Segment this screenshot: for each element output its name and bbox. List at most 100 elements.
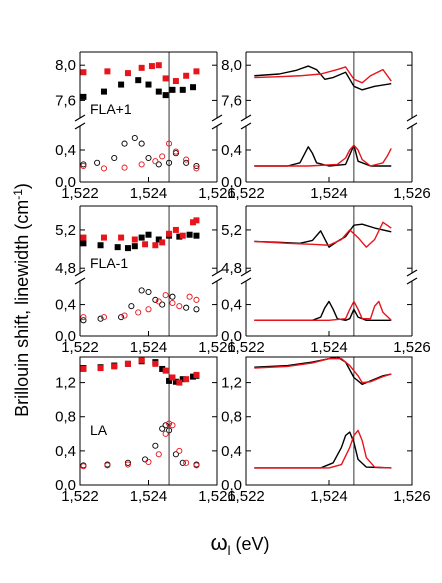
data-point-square: [80, 69, 87, 76]
data-point-square: [138, 234, 145, 241]
data-point-square: [172, 78, 179, 85]
data-point-square: [169, 86, 176, 93]
frame-box: [245, 356, 413, 486]
data-point-circle: [94, 159, 101, 166]
data-point-circle: [145, 288, 152, 296]
data-point-circle: [131, 134, 138, 142]
data-point-circle: [145, 306, 152, 313]
data-point-circle: [176, 447, 183, 454]
panel-label: LA: [90, 422, 108, 438]
data-point-square: [179, 376, 186, 383]
y-tick-label: 0,4: [221, 443, 242, 460]
x-tick-label: 1,524: [130, 488, 168, 505]
data-point-circle: [162, 430, 169, 437]
data-point-square: [176, 233, 183, 240]
data-point-square: [142, 241, 149, 248]
data-point-square: [124, 245, 131, 252]
panels-layer: 8,07,60,40,01,522 1,524 1,526FLA+18,07,60,…: [55, 51, 431, 505]
data-point-square: [80, 234, 87, 241]
series-line: [254, 66, 392, 84]
data-point-circle: [138, 287, 145, 294]
axis-break-mark: [240, 122, 252, 130]
data-point-circle: [186, 293, 193, 300]
data-point-square: [114, 244, 121, 251]
data-point-square: [162, 367, 169, 374]
x-axis-label-unit: (eV): [231, 534, 270, 554]
data-point-circle: [80, 162, 87, 170]
panel-5: 1,2 0,8 0,4 0,01,522 1,524 1,526 LA: [55, 356, 236, 505]
data-point-circle: [80, 463, 87, 470]
data-point-circle: [159, 301, 166, 308]
data-point-circle: [193, 462, 200, 469]
data-point-circle: [100, 314, 108, 321]
y-tick-label: 0,0: [221, 328, 242, 345]
data-point-circle: [159, 153, 166, 160]
data-point-circle: [111, 154, 118, 162]
y-tick-label: 8,0: [55, 57, 76, 74]
data-point-circle: [152, 296, 159, 303]
series-line: [254, 358, 392, 384]
data-point-square: [183, 376, 190, 383]
series-line: [254, 144, 392, 167]
data-point-square: [135, 77, 142, 84]
data-point-square: [152, 242, 159, 249]
y-tick-label: 0,4: [221, 142, 242, 159]
y-tick-label: 0,8: [55, 409, 76, 426]
data-point-square: [100, 88, 107, 95]
x-tick-label: 1,524: [310, 488, 348, 505]
data-point-square: [190, 84, 197, 91]
data-point-circle: [121, 312, 128, 319]
data-point-square: [148, 63, 155, 70]
data-point-circle: [155, 451, 162, 458]
data-point-square: [172, 378, 179, 385]
x-tick-label: 1,524: [310, 339, 348, 356]
y-tick-label: 0,4: [55, 142, 76, 159]
data-point-circle: [155, 161, 162, 168]
data-point-square: [145, 81, 152, 88]
axis-break-mark: [74, 114, 86, 122]
data-point-circle: [104, 462, 111, 469]
data-point-square: [183, 72, 190, 79]
y-axis-label: Brillouin shift, linewidth (cm-1): [11, 183, 32, 417]
data-point-circle: [176, 303, 183, 310]
axis-break-mark: [211, 122, 223, 130]
data-point-square: [152, 360, 159, 367]
data-point-circle: [124, 461, 131, 468]
data-point-square: [104, 68, 111, 75]
data-point-square: [131, 243, 138, 250]
series-line: [254, 65, 392, 91]
data-point-circle: [179, 459, 186, 466]
data-point-square: [118, 234, 125, 241]
panel-3: 5,2 4,8 0,4 0,01,522 1,524 1,526 FLA-1: [55, 205, 236, 356]
panel-label: FLA+1: [90, 101, 132, 117]
y-tick-label: 0,0: [221, 477, 242, 494]
x-axis-label-symbol: ω: [210, 530, 227, 555]
data-point-square: [186, 231, 193, 238]
x-tick-label: 1,522: [61, 339, 99, 356]
data-point-circle: [128, 303, 135, 310]
axis-break-mark: [406, 269, 418, 277]
data-point-circle: [121, 164, 128, 171]
axis-break-mark: [406, 277, 418, 285]
y-axis-label-main: Brillouin shift, linewidth (cm: [12, 200, 32, 417]
data-point-circle: [152, 442, 159, 449]
y-tick-label: 7,6: [221, 92, 242, 109]
axis-break-mark: [74, 269, 86, 277]
data-point-square: [166, 230, 173, 237]
data-point-square: [172, 226, 179, 233]
x-tick-label: 1,522: [227, 488, 265, 505]
data-point-square: [169, 374, 176, 381]
panel-4: 5,2 4,8 0,4 0,01,522 1,524 1,526: [221, 205, 431, 356]
axis-break-mark: [74, 122, 86, 130]
data-point-circle: [169, 422, 176, 429]
data-point-circle: [152, 158, 159, 165]
series-line: [254, 429, 392, 469]
x-tick-label: 1,522: [61, 185, 99, 202]
x-tick-label: 1,526: [198, 185, 236, 202]
series-line: [254, 431, 392, 469]
data-point-square: [80, 240, 87, 247]
data-point-circle: [162, 292, 169, 299]
x-tick-label: 1,524: [310, 185, 348, 202]
y-tick-label: 5,2: [221, 222, 242, 239]
panel-frame: [240, 51, 418, 183]
